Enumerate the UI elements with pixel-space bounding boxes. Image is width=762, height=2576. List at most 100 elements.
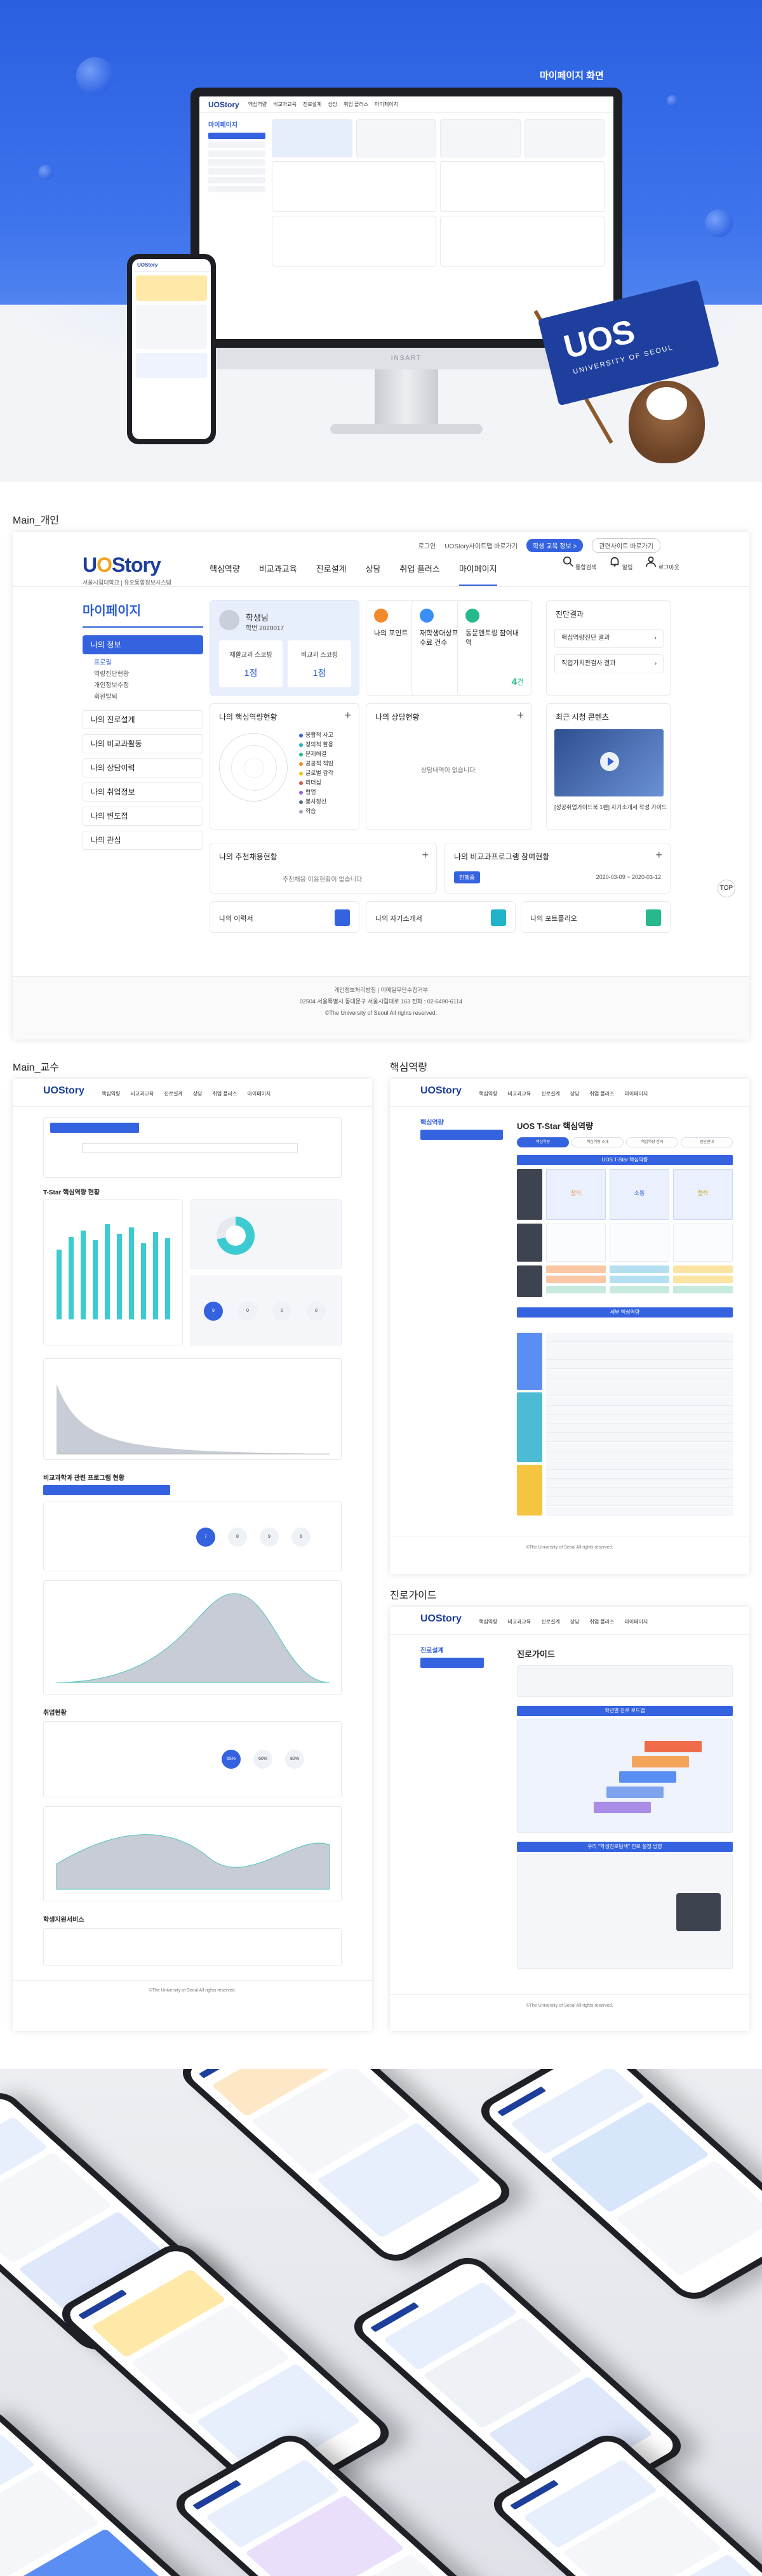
search-icon [563,556,573,567]
monitor-brand: INSART [391,355,422,362]
mini-nav: 핵심역량 비교과교육 진로설계 상담 취업 플러스 마이페이지 [248,102,398,107]
diagnosis-title: 진단결과 [556,610,584,619]
sidebar-item-counsel[interactable]: 나의 상담이력 [83,758,203,777]
student-info-pill[interactable]: 학생 교육 정보 > [526,539,584,552]
recommend-empty: 추천채용 이용현황이 없습니다. [283,876,364,883]
phone-screen: UOStory [132,259,211,439]
career-nav: 핵심역량 비교과교육 진로설계 상담 취업 플러스 마이페이지 [479,1619,648,1625]
main-personal-screen: 로그인 UOStory사이트맵 바로가기 학생 교육 정보 > 관련사이트 바로… [13,532,749,1040]
footer-links[interactable]: 개인정보처리방침 | 이메일무단수집거부 [333,987,429,993]
doc-cover-letter[interactable]: 나의 자기소개서 [366,901,516,933]
sidebar-item-job[interactable]: 나의 취업정보 [83,783,203,802]
nav-career[interactable]: 진로설계 [316,564,347,574]
related-sites-select[interactable]: 관련사이트 바로가기 [592,538,660,553]
letter-icon [491,909,506,926]
mini-header: UOStory 핵심역량 비교과교육 진로설계 상담 취업 플러스 마이페이지 [199,96,613,113]
more-button[interactable]: + [422,849,429,861]
nav-mypage[interactable]: 마이페이지 [458,562,497,586]
tab-guide[interactable]: 진단안내 [681,1137,733,1147]
sidebar-sub-withdraw[interactable]: 회원탈퇴 [94,694,117,701]
sitemap-link[interactable]: UOStory사이트맵 바로가기 [444,543,518,550]
legend-item: 문제해결 [299,750,333,759]
doc-portfolio[interactable]: 나의 포트폴리오 [521,901,671,933]
more-button[interactable]: + [655,849,662,861]
legend-item: 글로벌 감각 [299,769,333,778]
table-row [546,1451,733,1461]
mini-logo: UOStory [208,100,239,109]
prof-search-input[interactable] [82,1143,298,1153]
legend-dot [299,762,303,766]
table-row [546,1442,733,1451]
monitor-mockup: UOStory 핵심역량 비교과교육 진로설계 상담 취업 플러스 마이페이지 마이페이지 [190,88,622,348]
sidebar-sub-diagnosis[interactable]: 역량진단현황 [94,671,130,678]
section-label-main-professor: Main_교수 [13,1062,60,1073]
consult-title: 나의 상담현황 [375,713,420,722]
career-side-title: 진로설계 [420,1648,444,1655]
competency-title: 나의 핵심역량현황 [219,713,277,722]
diagnosis-links-card: 진단결과 핵심역량진단 결과 › 직업가치관검사 결과 › [546,600,671,696]
tab-definition[interactable]: 핵심역량 정의 [626,1137,678,1147]
footer-address: 02504 서울특별시 동대문구 서울시립대로 163 전화 : 02-6490… [299,998,463,1005]
nav-job-plus[interactable]: 취업 플러스 [399,564,440,574]
decay-curve [57,1384,330,1455]
logout-button[interactable]: 로그아웃 [645,556,679,571]
legend-dot [299,781,303,785]
site-logo[interactable]: UOStory 서울시립대학교 | 유오통합정보시스템 [83,553,171,586]
prof-section-title-2: 비교과학과 관련 프로그램 현황 [43,1475,124,1482]
doc-resume[interactable]: 나의 이력서 [210,901,359,933]
prof-logo[interactable]: UOStory [43,1085,84,1096]
legend-dot [299,771,303,776]
legend-item: 융합적 사고 [299,730,333,740]
status-badge: 진행중 [454,871,480,883]
nav-counsel[interactable]: 상담 [365,564,381,574]
mentoring-icon [465,609,479,623]
sidebar-item-career[interactable]: 나의 진로설계 [83,710,203,729]
points-icon [374,609,388,623]
sidebar-item-my-info[interactable]: 나의 정보 [83,635,203,654]
sidebar: 마이페이지 나의 정보 프로필 역량진단현황 개인정보수정 회원탈퇴 나의 진로… [83,600,203,855]
prof-section-title-1: T-Star 핵심역량 현황 [43,1189,100,1196]
core-grid-head: UOS T-Star 핵심역량 [517,1155,733,1165]
sidebar-sub-profile[interactable]: 프로필 [94,659,112,666]
chevron-right-icon: › [654,635,657,642]
core-logo[interactable]: UOStory [420,1085,462,1096]
nav-core[interactable]: 핵심역량 [210,564,240,574]
tab-core[interactable]: 핵심역량 [517,1137,569,1147]
sidebar-item-extracurricular[interactable]: 나의 비교과활동 [83,734,203,753]
phone-mock-2 [173,2069,519,2268]
user-icon [646,556,657,567]
bell-icon [610,557,619,567]
legend-item: 리더십 [299,778,333,788]
table-row [546,1424,733,1433]
hero-banner: 마이페이지 화면 UOStory 핵심역량 비교과교육 진로설계 상담 취업 플러스 마이… [0,0,762,482]
program-title: 나의 비교과프로그램 참여현황 [454,852,550,861]
tab-intro[interactable]: 핵심역량 소개 [572,1137,624,1147]
career-logo[interactable]: UOStory [420,1613,462,1624]
core-col-collab: 협력 [673,1169,733,1220]
core-tabs: 핵심역량 핵심역량 소개 핵심역량 정의 진단안내 [517,1137,733,1147]
prof-donut-panel [190,1199,342,1269]
notification-button[interactable]: 알림 [609,556,632,571]
nav-extracurricular[interactable]: 비교과교육 [258,564,297,574]
header-divider [13,586,749,587]
sidebar-item-interest[interactable]: 나의 관심 [83,831,203,850]
top-button[interactable]: TOP [718,880,735,897]
stat-card-mentoring[interactable]: 동문멘토링 참여내역 4건 [457,600,532,696]
sidebar-sub-edit[interactable]: 개인정보수정 [94,682,130,689]
legend-item: 창의적 활용 [299,740,333,750]
core-row-head [517,1169,542,1220]
prof-circles-panel: 9 0 0 0 [190,1276,342,1345]
sidebar-item-change[interactable]: 나의 변도점 [83,807,203,826]
video-thumbnail[interactable] [554,729,664,796]
career-roadmap [517,1719,733,1833]
competency-legend: 융합적 사고 창의적 활용 문제해결 공공적 책임 글로벌 감각 리더십 협업 봉사정신 학습 [299,730,333,816]
wave-curve [56,1834,330,1890]
chart-bar [129,1227,134,1319]
login-link[interactable]: 로그인 [418,543,436,550]
link-values-test[interactable]: 직업가치관검사 결과 › [554,654,664,673]
recent-title: 최근 시청 콘텐츠 [556,713,609,722]
search-button[interactable]: 통합검색 [563,556,596,571]
link-core-diagnosis[interactable]: 핵심역량진단 결과 › [554,629,664,648]
more-button[interactable]: + [344,709,351,722]
more-button[interactable]: + [517,709,524,722]
